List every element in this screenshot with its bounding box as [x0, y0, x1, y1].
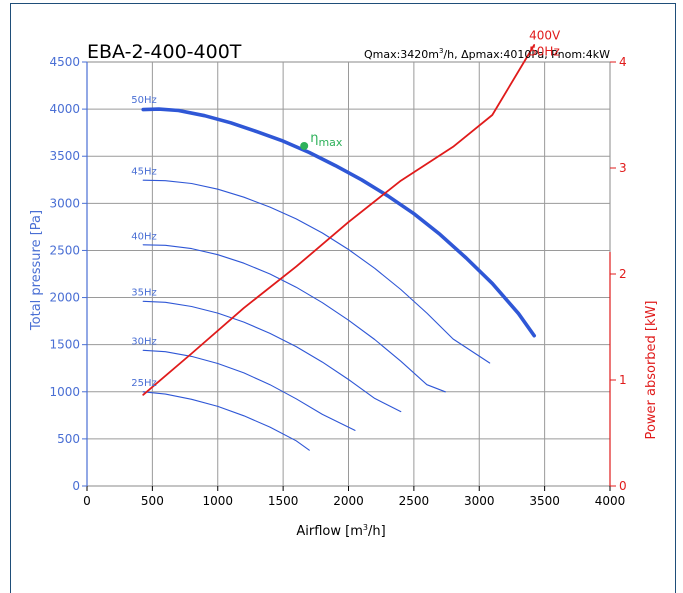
curve-35hz [142, 300, 402, 413]
x-tick-label: 1500 [268, 494, 299, 508]
y-right-tick-label: 3 [619, 161, 627, 175]
curve-label: 30Hz [131, 336, 157, 347]
x-tick-label: 1000 [202, 494, 233, 508]
x-tick-label: 3000 [464, 494, 495, 508]
y-left-tick-label: 2500 [49, 243, 80, 257]
curve-40hz [142, 244, 446, 393]
grid [86, 61, 611, 487]
power-label-frequency: 50Hz [529, 44, 560, 58]
curve-400v-50hz [142, 44, 536, 396]
ticks: 0 500 1000 1500 2000 2500 3000 3500 400005001000… [49, 55, 626, 508]
x-tick-label: 4000 [595, 494, 626, 508]
y-right-tick-label: 1 [619, 373, 627, 387]
eta-max-label: ηmax [310, 131, 343, 149]
x-tick-label: 500 [141, 494, 164, 508]
y-axis-right-label: Power absorbed [kW] [644, 301, 659, 440]
y-right-tick-label: 0 [619, 479, 627, 493]
y-left-tick-label: 4500 [49, 55, 80, 69]
curve-45hz [142, 179, 491, 364]
labels: 50Hz 45Hz 40Hz 35Hz 30Hz 25Hz [131, 95, 157, 389]
y-left-tick-label: 3500 [49, 149, 80, 163]
curves [141, 44, 536, 451]
y-left-tick-label: 4000 [49, 102, 80, 116]
x-tick-label: 2500 [399, 494, 430, 508]
x-tick-label: 3500 [529, 494, 560, 508]
y-right-tick-label: 4 [619, 55, 627, 69]
curve-label: 45Hz [131, 167, 157, 178]
curve-label: 25Hz [131, 378, 157, 389]
y-left-tick-label: 500 [57, 432, 80, 446]
chart-subtitle: Qmax:3420m3/h, Δpmax:4010Pa, Pnom:4kW [364, 47, 610, 61]
y-left-tick-label: 1000 [49, 385, 80, 399]
curve-25hz [142, 391, 310, 451]
curve-50hz [141, 107, 536, 338]
y-axis-left-label: Total pressure [Pa] [29, 210, 44, 331]
curve-label: 50Hz [131, 95, 157, 106]
x-axis-label: Airflow [m3/h] [296, 523, 385, 539]
power-curve-label: 400V 50Hz [529, 28, 561, 58]
eta-max-marker: ηmax [300, 131, 343, 150]
curve-label: 40Hz [131, 231, 157, 242]
chart-frame [10, 3, 676, 593]
chart-title: EBA-2-400-400T [87, 41, 242, 63]
curve-label: 35Hz [131, 287, 157, 298]
y-left-tick-label: 2000 [49, 291, 80, 305]
eta-max-point [300, 141, 309, 150]
y-left-tick-label: 3000 [49, 196, 80, 210]
x-tick-label: 2000 [333, 494, 364, 508]
y-left-tick-label: 0 [72, 479, 80, 493]
y-left-tick-label: 1500 [49, 338, 80, 352]
power-label-voltage: 400V [529, 28, 561, 42]
curve-30hz [142, 349, 356, 431]
y-right-tick-label: 2 [619, 267, 627, 281]
x-tick-label: 0 [83, 494, 91, 508]
